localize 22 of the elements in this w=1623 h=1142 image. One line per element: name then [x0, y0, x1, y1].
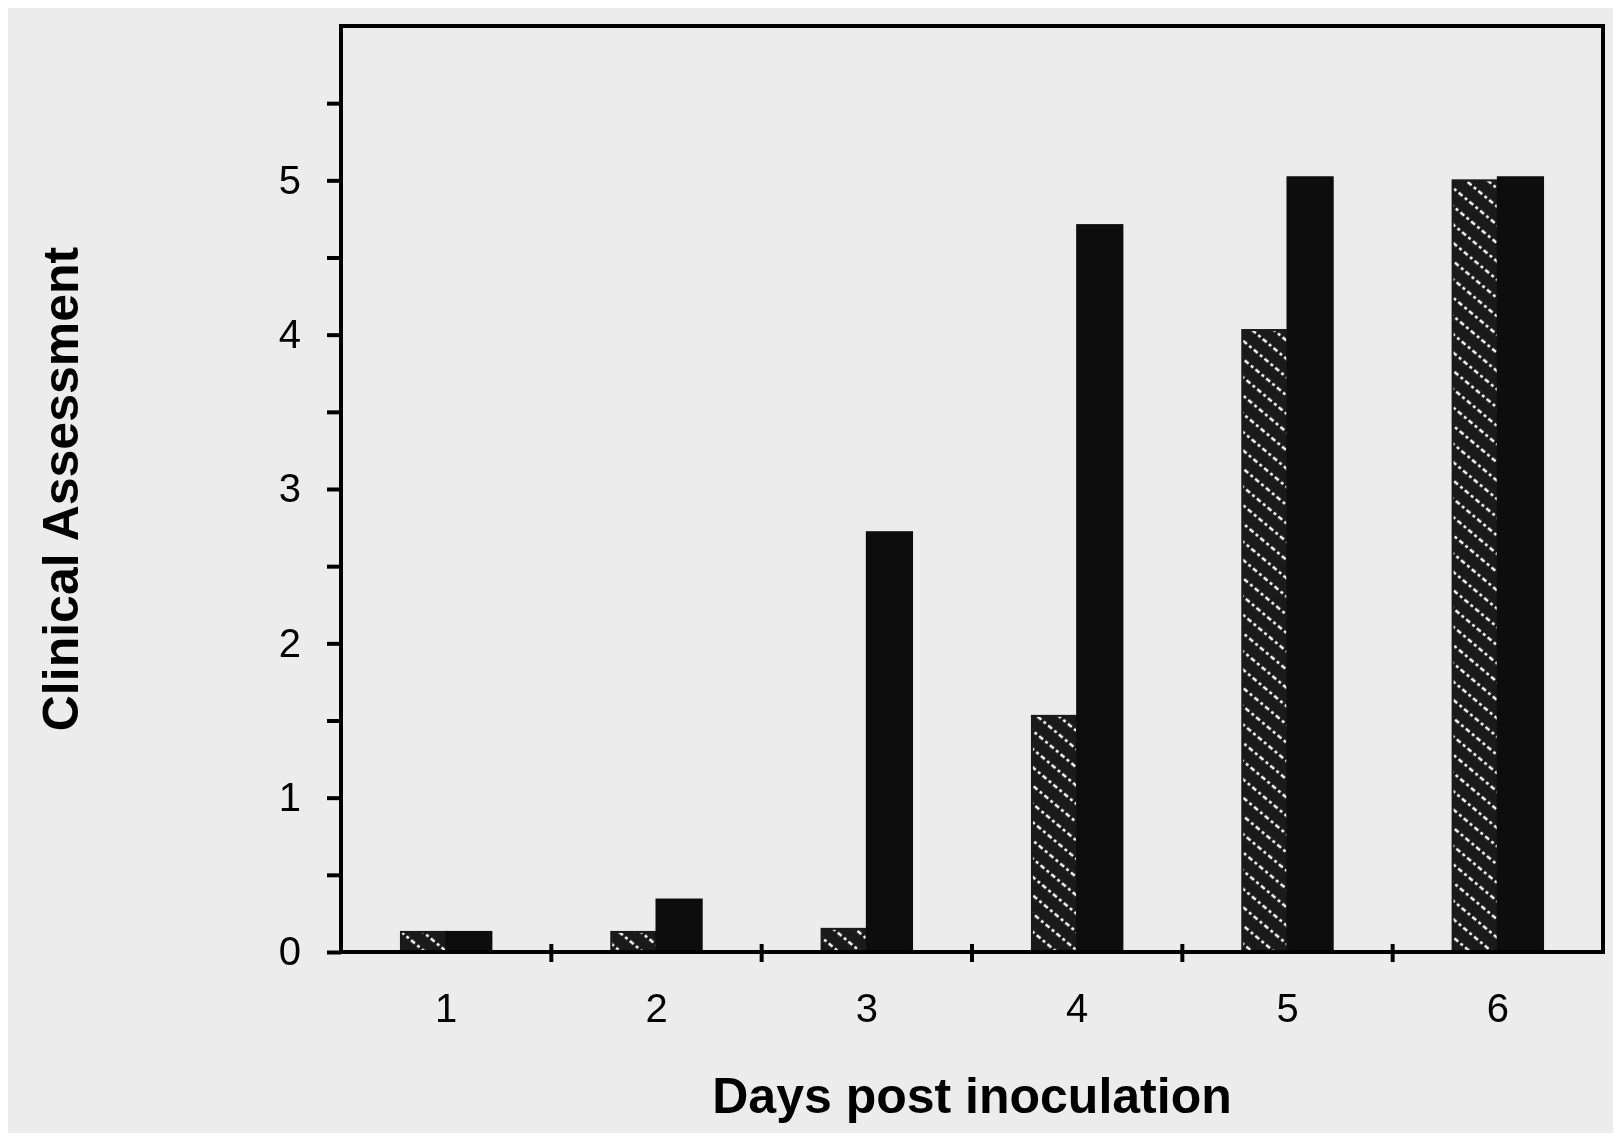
bar	[1030, 714, 1079, 953]
x-tick-label: 4	[1066, 986, 1089, 1030]
bar	[1451, 179, 1499, 953]
bar	[1076, 224, 1124, 953]
y-tick-label: 0	[278, 929, 301, 974]
y-tick-label: 2	[278, 620, 301, 665]
x-tick-label: 2	[645, 986, 668, 1030]
x-tick-label: 1	[435, 986, 458, 1030]
y-axis-title: Clinical Assessment	[33, 246, 89, 732]
bar	[655, 898, 703, 953]
x-tick-label: 3	[855, 986, 878, 1030]
x-axis-title: Days post inoculation	[712, 1068, 1232, 1124]
y-tick-label: 4	[278, 311, 301, 356]
x-tick-label: 6	[1486, 986, 1509, 1030]
bar	[1241, 329, 1289, 953]
bar	[1286, 176, 1334, 953]
bar	[865, 531, 914, 953]
y-tick-label: 5	[278, 157, 301, 202]
y-tick-label: 1	[278, 774, 301, 819]
x-tick-label: 5	[1276, 986, 1299, 1030]
y-tick-label: 3	[278, 466, 301, 511]
bar	[1496, 176, 1545, 953]
